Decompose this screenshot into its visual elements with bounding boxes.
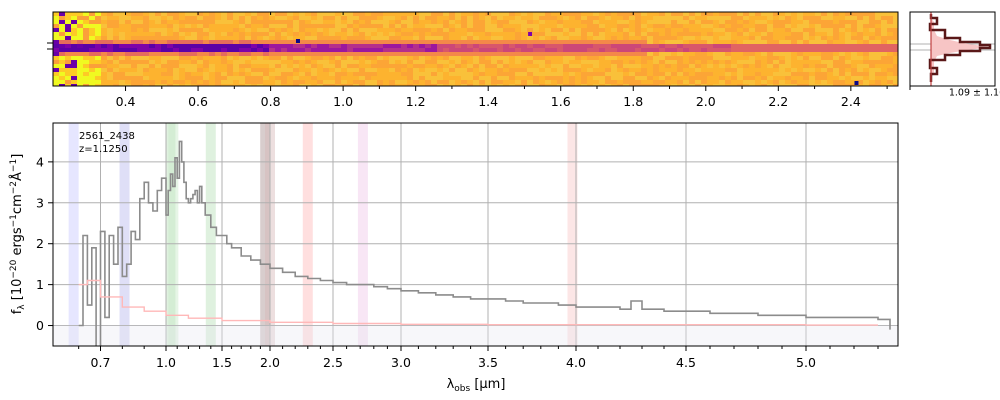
y-tick-label: 2: [36, 236, 44, 251]
spectrum-2d-x-tick-label: 1.6: [551, 94, 571, 109]
spectrum-1d-frame: [52, 122, 899, 347]
spectrum-2d-x-tick-label: 2.2: [768, 94, 788, 109]
emission-line-band: [567, 123, 578, 346]
x-tick-label: 4.5: [676, 355, 696, 370]
x-axis-label: λobs [μm]: [447, 377, 506, 394]
emission-line-band: [357, 123, 368, 346]
emission-line-band: [260, 123, 271, 346]
spectrum-1d-ticks: 0.7 1.0 1.5 2.0 2.5 3.0 3.5 4.0 4.5 5.0 0 1 2 3 4: [36, 154, 879, 370]
profile-annotation: 1.09 ± 1.16: [949, 87, 1000, 98]
emission-line-band: [168, 123, 179, 346]
y-axis-label: fλ [10−20 ergs−1cm−2Å−1]: [9, 154, 27, 315]
spectrum-1d-panel: 0.7 1.0 1.5 2.0 2.5 3.0 3.5 4.0 4.5 5.0 0 1 2 3 4 2561…: [9, 122, 899, 394]
emission-line-band: [68, 123, 79, 346]
x-tick-label: 3.5: [478, 355, 498, 370]
y-tick-label: 4: [36, 154, 44, 169]
x-tick-label: 5.0: [796, 355, 816, 370]
spectrum-2d-x-ticks: 0.4 0.6 0.8 1.0 1.2 1.4 1.6 1.8 2.0 2.2 2.4: [116, 12, 888, 109]
spectrum-1d-series: [78, 140, 891, 346]
emission-line-band: [119, 123, 130, 346]
spectrum-2d-x-tick-label: 1.8: [623, 94, 643, 109]
emission-line-band: [205, 123, 216, 346]
spectrum-error-line: [78, 279, 878, 326]
emission-line-band: [165, 123, 176, 346]
object-id-label: 2561_2438: [79, 131, 135, 142]
y-tick-label: 1: [36, 277, 44, 292]
spectrum-2d-x-tick-label: 2.4: [841, 94, 861, 109]
spectrum-flux-line: [78, 140, 891, 346]
x-tick-label: 4.0: [566, 355, 586, 370]
y-tick-label: 3: [36, 195, 44, 210]
x-tick-label: 2.5: [323, 355, 343, 370]
x-tick-label: 2.0: [260, 355, 280, 370]
spectrum-2d-x-tick-label: 2.0: [696, 94, 716, 109]
x-tick-label: 1.5: [212, 355, 232, 370]
spectrum-2d-x-tick-label: 1.0: [333, 94, 353, 109]
x-tick-label: 3.0: [391, 355, 411, 370]
x-tick-label: 1.0: [156, 355, 176, 370]
spectrum-2d-heatmap: [53, 12, 898, 86]
spectrum-2d-panel: 0.4 0.6 0.8 1.0 1.2 1.4 1.6 1.8 2.0 2.2 2.4: [47, 11, 899, 109]
spectrum-2d-x-tick-label: 0.6: [188, 94, 208, 109]
spectrum-2d-x-tick-label: 0.8: [261, 94, 281, 109]
spectrum-2d-x-tick-label: 1.2: [406, 94, 426, 109]
profile-frame: [909, 11, 996, 87]
spectrum-2d-x-tick-label: 0.4: [116, 94, 136, 109]
x-tick-label: 0.7: [91, 355, 111, 370]
redshift-label: z=1.1250: [79, 144, 128, 155]
profile-panel: 1.09 ± 1.16: [909, 11, 1000, 98]
emission-line-band: [302, 123, 313, 346]
spectrum-2d-x-tick-label: 1.4: [478, 94, 498, 109]
profile-fill: [931, 18, 990, 78]
profile-line: [928, 14, 992, 82]
y-tick-label: 0: [36, 318, 44, 333]
